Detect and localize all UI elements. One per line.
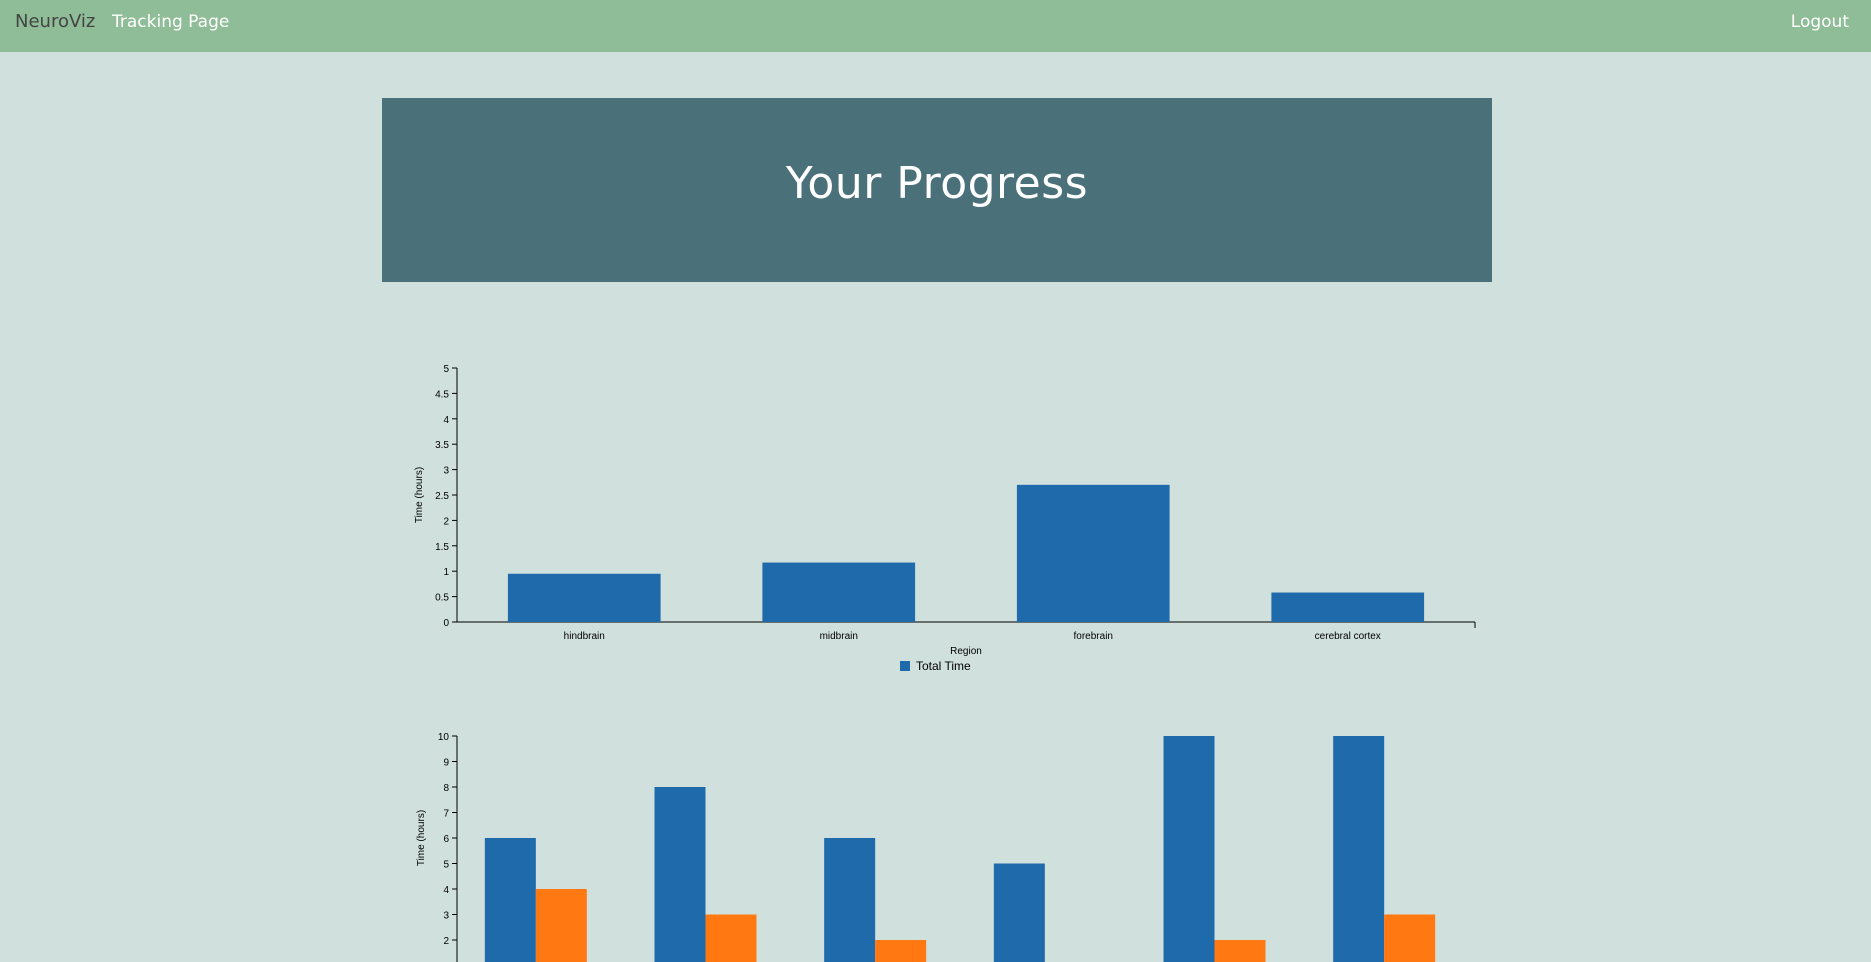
y-tick-label: 6 (443, 834, 449, 845)
y-tick-label: 0.5 (435, 593, 449, 604)
y-tick-label: 5 (443, 364, 449, 375)
y-axis-label: Time (hours) (414, 467, 425, 523)
y-tick-label: 7 (443, 809, 449, 820)
region-time-chart: 0 0.5 1 1.5 2 2.5 3 3.5 4 4.5 5 hindbrain midbrain fo… (414, 364, 1476, 673)
x-tick-label: midbrain (820, 631, 858, 642)
legend-label: Total Time (916, 659, 971, 673)
bar (993, 863, 1045, 962)
bar (484, 838, 536, 962)
bar (705, 914, 757, 962)
legend-swatch (900, 661, 910, 671)
y-tick-label: 2.5 (435, 491, 449, 502)
bar (507, 573, 661, 622)
y-tick-label: 4.5 (435, 389, 449, 400)
bar (654, 787, 706, 962)
y-tick-label: 1.5 (435, 542, 449, 553)
y-tick-label: 9 (443, 758, 449, 769)
nav-tracking-page[interactable]: Tracking Page (112, 12, 230, 32)
y-tick-label: 3 (443, 911, 449, 922)
bar (1384, 914, 1436, 962)
x-axis-label: Region (950, 646, 982, 657)
y-tick-label: 8 (443, 783, 449, 794)
y-axis-label: Time (hours) (416, 810, 427, 866)
logout-link[interactable]: Logout (1790, 12, 1849, 32)
x-tick-label: forebrain (1074, 631, 1113, 642)
bar (1016, 484, 1170, 622)
top-navbar: NeuroViz Tracking Page Logout (0, 0, 1871, 52)
y-tick-label: 2 (443, 516, 449, 527)
bar (824, 838, 876, 962)
y-tick-label: 4 (443, 885, 449, 896)
bar (1271, 592, 1425, 622)
bar (1214, 940, 1266, 962)
page-title: Your Progress (785, 157, 1089, 209)
y-tick-label: 5 (443, 860, 449, 871)
brand-link[interactable]: NeuroViz (15, 11, 96, 32)
progress-header: Your Progress (382, 98, 1492, 282)
y-tick-label: 4 (443, 415, 449, 426)
bar (535, 889, 587, 962)
bar (762, 562, 916, 622)
bar (875, 940, 927, 962)
bar (1333, 736, 1385, 962)
y-tick-label: 0 (443, 618, 449, 629)
bar (1163, 736, 1215, 962)
y-tick-label: 3.5 (435, 440, 449, 451)
y-tick-label: 1 (443, 567, 449, 578)
y-tick-label: 2 (443, 936, 449, 947)
y-tick-label: 10 (438, 732, 450, 743)
y-tick-label: 3 (443, 466, 449, 477)
x-tick-label: cerebral cortex (1315, 631, 1381, 642)
x-tick-label: hindbrain (564, 631, 605, 642)
